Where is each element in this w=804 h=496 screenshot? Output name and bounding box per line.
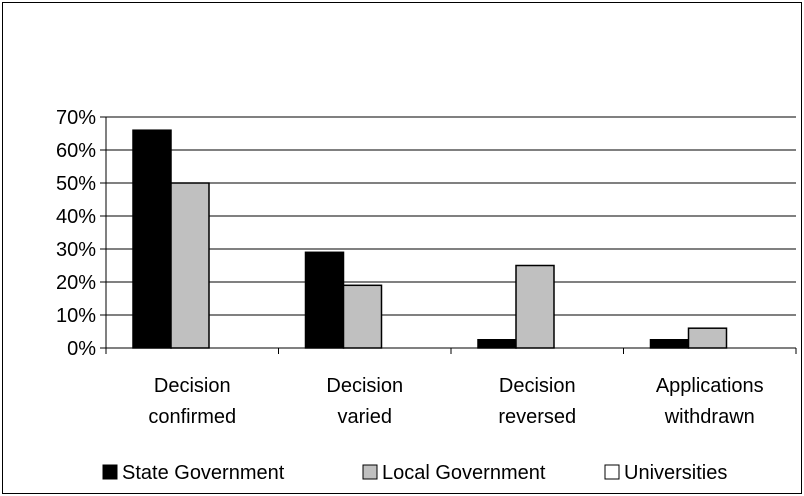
legend-swatch (102, 464, 118, 480)
bar-local-government (170, 182, 210, 349)
bar-state-government (649, 339, 690, 349)
y-tick-label: 0% (67, 338, 96, 360)
y-tick-label: 70% (56, 107, 96, 129)
legend: State Government Local Government Universi… (102, 462, 727, 484)
legend-label: Universities (624, 462, 727, 484)
category-label: Applications withdrawn (656, 375, 764, 428)
y-tick-label: 20% (56, 272, 96, 294)
bar-state-government (477, 339, 517, 349)
category-label: Decision varied (326, 375, 403, 428)
gridlines (106, 116, 796, 316)
category-label: Decision confirmed (148, 375, 236, 428)
legend-label: State Government (122, 462, 285, 484)
bar-local-government (515, 264, 555, 349)
bars (132, 129, 728, 349)
y-tick-label: 60% (56, 140, 96, 162)
y-tick-label: 50% (56, 173, 96, 195)
y-tick-label: 40% (56, 206, 96, 228)
axes (100, 116, 797, 354)
bar-local-government (342, 284, 383, 349)
y-tick-label: 10% (56, 305, 96, 327)
bar-local-government (687, 327, 728, 349)
category-label: Decision reversed (498, 375, 576, 428)
category-labels: Decision confirmed Decision varied Decision r… (148, 375, 763, 428)
legend-label: Local Government (382, 462, 546, 484)
bar-state-government (132, 129, 172, 349)
y-tick-label: 30% (56, 239, 96, 261)
bar-state-government (304, 251, 345, 349)
legend-swatch (604, 464, 620, 480)
y-tick-labels: 0% 10% 20% 30% 40% 50% 60% 70% (56, 107, 96, 360)
legend-swatch (362, 464, 378, 480)
